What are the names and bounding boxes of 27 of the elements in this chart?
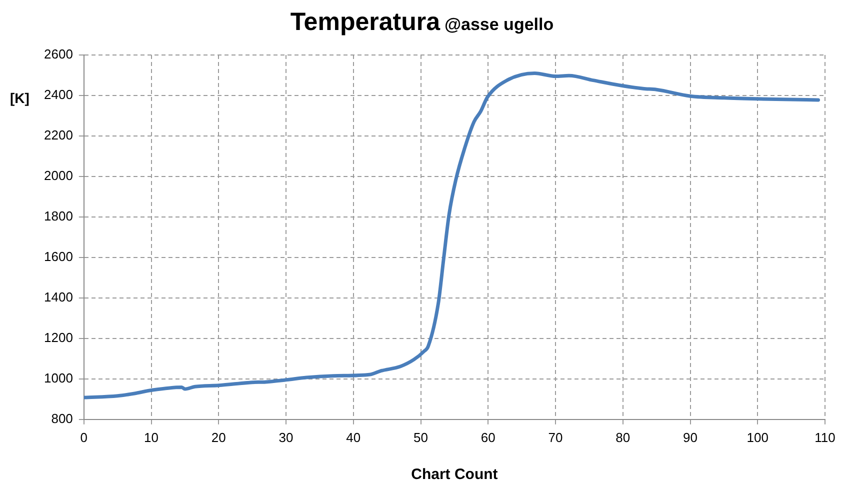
y-tick-label: 2400: [44, 87, 73, 102]
x-tick-label: 40: [346, 430, 361, 445]
x-axis-title: Chart Count: [411, 466, 498, 484]
x-tick-label: 20: [211, 430, 226, 445]
x-tick-label: 30: [278, 430, 294, 445]
y-tick-label: 1400: [44, 290, 73, 305]
y-tick-label: 800: [51, 410, 73, 426]
x-tick-label: 60: [480, 430, 496, 445]
x-tick-label: 0: [80, 430, 88, 445]
y-tick-label: 1200: [44, 330, 73, 345]
y-tick-label: 2200: [44, 128, 73, 143]
y-tick-label: 1000: [44, 370, 73, 386]
line-series: [84, 71, 820, 400]
y-axis-title: [K]: [10, 90, 30, 106]
chart-subtitle: @asse ugello: [444, 15, 554, 34]
x-tick-label: 90: [683, 430, 698, 445]
y-tick-label: 2000: [44, 168, 73, 184]
x-tick-label: 70: [548, 430, 563, 445]
y-tick-label: 1600: [44, 249, 73, 264]
x-tick-label: 10: [144, 430, 159, 445]
chart-title: Temperatura: [290, 8, 440, 36]
x-tick-label: 110: [814, 430, 836, 445]
y-tick-label: 1800: [44, 208, 73, 224]
x-tick-label: 80: [616, 430, 630, 445]
x-tick-label: 50: [414, 430, 428, 445]
y-tick-label: 2600: [44, 46, 73, 62]
x-tick-label: 100: [746, 430, 768, 445]
